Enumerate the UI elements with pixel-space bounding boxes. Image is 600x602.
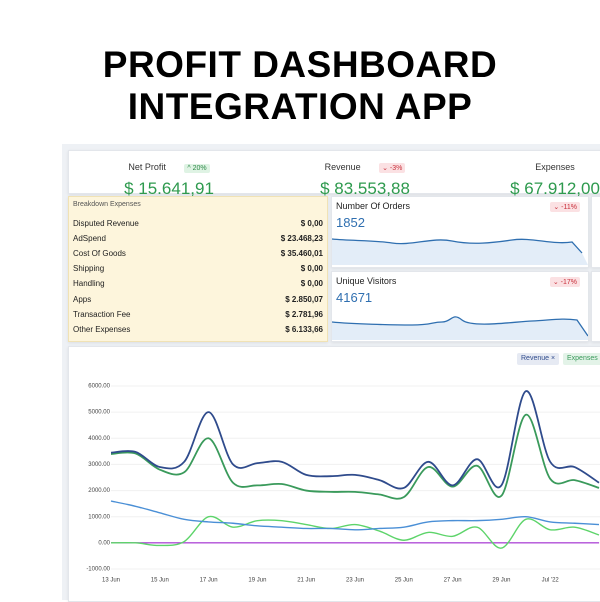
row-value: $ 0,00 [300,264,323,274]
card-change: -17% [560,279,577,286]
y-tick-label: 6000.00 [88,384,110,390]
breakdown-row: Other Expenses $ 6.133,66 [73,325,323,334]
series-line [110,500,600,531]
x-tick-label: 21 Jun [297,578,315,584]
breakdown-row: Cost Of Goods $ 35.460,01 [73,249,323,258]
chart-panel: Revenue × Expenses 6000.00 5000.00 4000.00… [68,346,600,602]
page-title: PROFIT DASHBOARD [102,44,498,85]
row-value: $ 0,00 [300,279,323,289]
breakdown-row: Handling $ 0,00 [73,279,323,288]
kpi-label: Revenue [324,162,361,172]
kpi-badge: ^ 20% [184,164,210,173]
kpi-label: Expenses [535,162,575,172]
series-line [110,390,600,490]
kpi-value: $ 83.553,88 [320,179,410,198]
breakdown-row: Shipping $ 0,00 [73,264,323,273]
x-tick-label: Jul '22 [542,578,560,584]
row-label: AdSpend [73,234,106,244]
x-tick-label: 17 Jun [200,578,218,584]
row-label: Transaction Fee [73,309,131,319]
row-label: Other Expenses [73,324,131,334]
kpi-label: Net Profit [128,162,166,172]
kpi-value: $ 67.912,00 [510,179,600,198]
series-line [110,515,600,549]
sparkline-area [332,316,588,340]
card-value: 1852 [336,215,365,230]
breakdown-row: Disputed Revenue $ 0,00 [73,219,323,228]
x-tick-label: 25 Jun [395,578,413,584]
sparkline [332,238,588,265]
kpi-badge: ⌄ -3% [379,163,406,173]
legend-label: Expenses [567,355,598,362]
breakdown-row: Transaction Fee $ 2.781,96 [73,310,323,319]
x-tick-label: 19 Jun [248,578,266,584]
kpi-value: $ 15.641,91 [124,179,214,198]
row-value: $ 23.468,23 [280,234,323,244]
card-value: 41671 [336,290,373,305]
breakdown-row: AdSpend $ 23.468,23 [73,234,323,243]
card-badge: ⌄ -11% [550,202,580,212]
row-value: $ 6.133,66 [285,324,323,334]
row-label: Cost Of Goods [73,249,126,259]
y-tick-label: 4000.00 [88,436,110,442]
row-label: Handling [73,279,105,289]
page-title: INTEGRATION APP [127,86,473,127]
sparkline [332,316,588,340]
row-label: Disputed Revenue [73,219,139,228]
metric-card [591,196,600,268]
card-change: -11% [561,204,577,211]
series-line [110,413,600,500]
row-value: $ 35.460,01 [280,249,323,259]
x-tick-label: 23 Jun [346,578,364,584]
y-tick-label: 2000.00 [88,488,110,494]
kpi: Revenue ⌄ -3% $ 83.553,88 [285,157,445,199]
panel-title: Breakdown Expenses [73,201,141,208]
legend-chip[interactable]: Expenses [563,353,600,365]
kpi-change: 20% [192,165,207,172]
row-value: $ 2.781,96 [285,309,323,319]
kpi-change: -3% [389,165,403,172]
y-tick-label: 1000.00 [88,514,110,520]
breakdown-panel: Breakdown Expenses Disputed Revenue $ 0,0… [68,196,328,342]
x-tick-label: 15 Jun [151,578,169,584]
sparkline-line [332,238,583,254]
card-title: Unique Visitors [336,276,397,286]
kpi-strip: Net Profit ^ 20% $ 15.641,91 Revenue ⌄ -… [68,150,600,198]
legend-chip[interactable]: Revenue × [517,353,560,365]
row-value: $ 2.850,07 [285,294,323,304]
row-label: Apps [73,294,92,304]
metric-card [591,271,600,342]
y-tick-label: -1000.00 [86,567,110,573]
row-label: Shipping [73,264,105,274]
x-tick-label: 29 Jun [492,578,510,584]
card-badge: ⌄ -17% [549,277,580,287]
line-chart: 6000.00 5000.00 4000.00 3000.00 2000.00 1000.… [86,384,600,584]
y-tick-label: 5000.00 [88,410,110,416]
breakdown-row: Apps $ 2.850,07 [73,295,323,304]
kpi: Net Profit ^ 20% $ 15.641,91 [89,157,249,199]
metric-card: Number Of Orders ⌄ -11% 1852 [331,196,589,268]
legend-label: Revenue [521,355,550,362]
row-value: $ 0,00 [300,219,323,228]
x-tick-label: 13 Jun [102,578,120,584]
kpi: Expenses $ 67.912,00 [475,157,600,199]
metric-card: Unique Visitors ⌄ -17% 41671 [331,271,589,342]
y-tick-label: 3000.00 [88,462,110,468]
sparkline-line [332,316,588,337]
y-tick-label: 0.00 [98,540,110,546]
sparkline-area [332,239,588,265]
x-tick-label: 27 Jun [444,578,462,584]
card-title: Number Of Orders [336,201,411,211]
